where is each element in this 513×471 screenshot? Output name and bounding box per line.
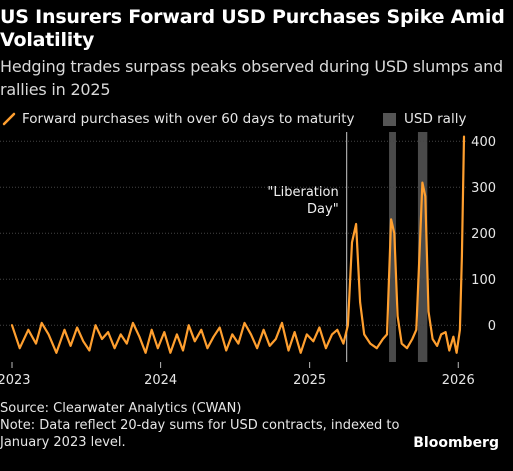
series-line-1	[10, 135, 466, 354]
y-tick-label-300: 300	[471, 181, 496, 196]
x-tick-label-2024: 2024	[144, 373, 177, 388]
annotation-label-1-line-1: "Liberation	[267, 185, 338, 200]
legend: Forward purchases with over 60 days to m…	[0, 111, 513, 129]
y-tick-label-400: 400	[471, 135, 496, 150]
x-tick-label-2026: 2026	[442, 373, 475, 388]
legend-shade-icon	[383, 112, 396, 126]
annotation-label-1-line-2: Day"	[307, 202, 339, 217]
note-text: Note: Data reflect 20-day sums for USD c…	[0, 418, 400, 450]
x-tick-label-2025: 2025	[293, 373, 326, 388]
footer-notes: Source: Clearwater Analytics (CWAN) Note…	[0, 400, 420, 451]
legend-item-series: Forward purchases with over 60 days to m…	[2, 111, 355, 127]
legend-shade-label: USD rally	[404, 111, 467, 127]
x-tick-label-2023: 2023	[0, 373, 31, 388]
source-text: Source: Clearwater Analytics (CWAN)	[0, 401, 242, 416]
y-tick-label-0: 0	[488, 319, 496, 334]
chart-subtitle: Hedging trades surpass peaks observed du…	[0, 57, 503, 99]
usd-rally-shade-2	[417, 132, 428, 362]
y-tick-label-100: 100	[471, 273, 496, 288]
line-chart: 0 100 200 300 400 "Liberation Day" 2023 2024 2025…	[0, 132, 496, 388]
chart-title: US Insurers Forward USD Purchases Spike …	[0, 6, 505, 51]
legend-series-label: Forward purchases with over 60 days to m…	[22, 111, 355, 127]
legend-item-usd-rally: USD rally	[383, 111, 466, 127]
usd-rally-shade-1	[389, 132, 396, 362]
y-tick-label-200: 200	[471, 227, 496, 242]
bloomberg-logo: Bloomberg	[413, 435, 499, 451]
legend-line-icon	[2, 112, 16, 126]
